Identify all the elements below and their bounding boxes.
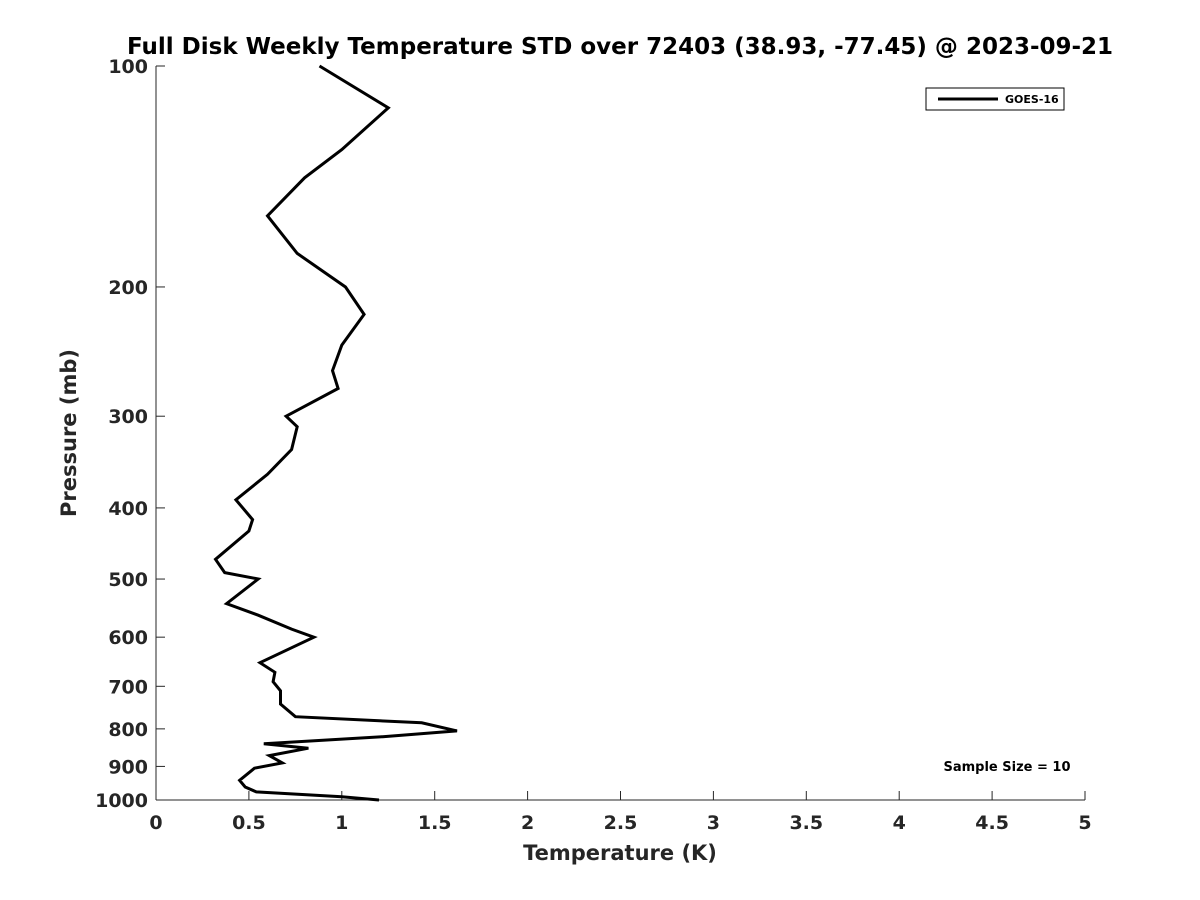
x-axis-ticks: 0 0.5 1 1.5 2 2.5 3 3.5 4 4.5 5 <box>149 791 1092 834</box>
legend-label-goes16: GOES-16 <box>1005 93 1059 106</box>
chart-title: Full Disk Weekly Temperature STD over 72… <box>127 34 1113 60</box>
y-tick-label: 1000 <box>95 790 148 812</box>
y-tick-label: 300 <box>108 406 148 428</box>
series-line-goes16 <box>213 64 458 802</box>
x-tick-label: 0 <box>149 812 162 834</box>
y-tick-label: 400 <box>108 498 148 520</box>
y-tick-label: 500 <box>108 569 148 591</box>
x-axis-label: Temperature (K) <box>523 841 717 865</box>
y-tick-label: 700 <box>108 676 148 698</box>
x-tick-label: 2.5 <box>604 812 638 834</box>
y-tick-label: 600 <box>108 627 148 649</box>
x-tick-label: 3.5 <box>789 812 823 834</box>
x-tick-label: 5 <box>1078 812 1091 834</box>
x-tick-label: 1 <box>335 812 348 834</box>
y-axis-label: Pressure (mb) <box>57 349 81 517</box>
y-tick-label: 800 <box>108 719 148 741</box>
y-tick-label: 100 <box>108 56 148 78</box>
x-tick-label: 0.5 <box>232 812 266 834</box>
y-tick-label: 200 <box>108 277 148 299</box>
y-tick-label: 900 <box>108 756 148 778</box>
legend: GOES-16 <box>925 87 1065 111</box>
x-tick-label: 4 <box>893 812 906 834</box>
y-axis-ticks: 100 200 300 400 500 600 700 800 900 1000 <box>95 56 165 812</box>
sample-size-annotation: Sample Size = 10 <box>943 760 1070 775</box>
x-tick-label: 3 <box>707 812 720 834</box>
plot-area: 0 0.5 1 1.5 2 2.5 3 3.5 4 4.5 5 100 200 300 400 500 600… <box>95 56 1092 834</box>
x-tick-label: 1.5 <box>418 812 452 834</box>
x-tick-label: 4.5 <box>975 812 1009 834</box>
x-tick-label: 2 <box>521 812 534 834</box>
